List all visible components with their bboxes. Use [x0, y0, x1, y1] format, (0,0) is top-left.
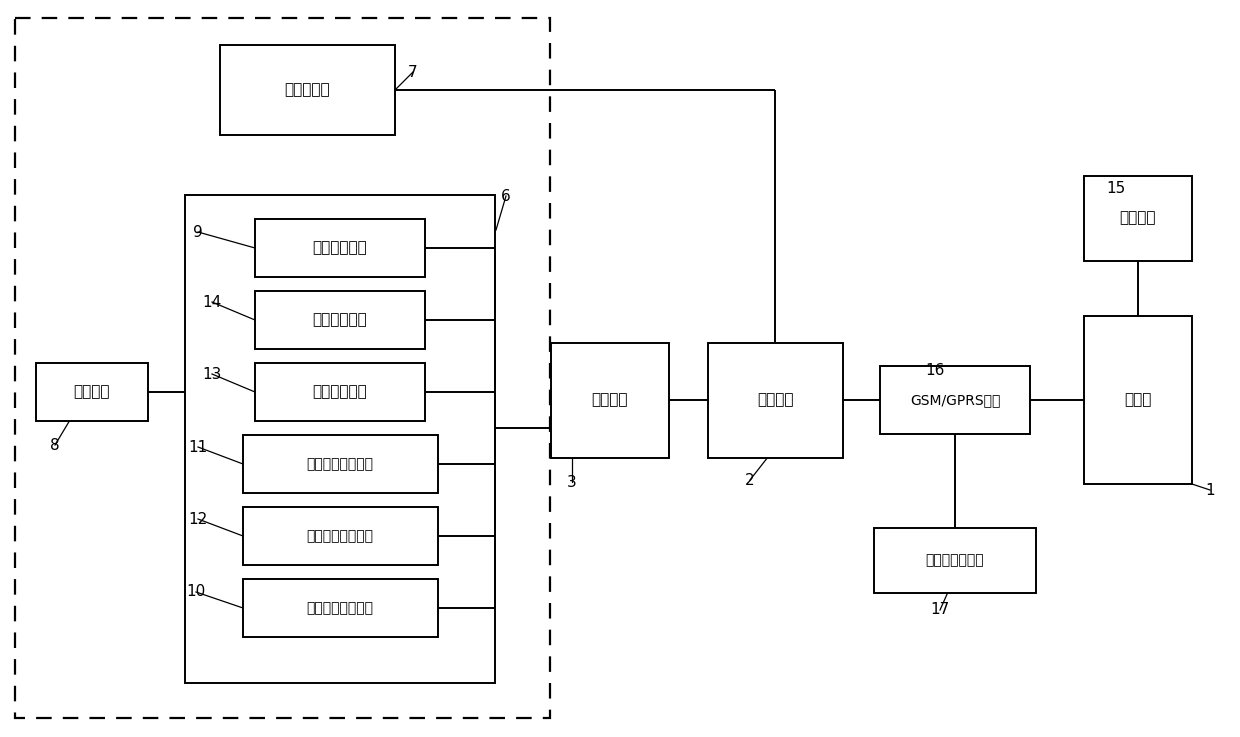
Text: 程控电源箱: 程控电源箱: [284, 83, 330, 97]
Text: 10: 10: [186, 584, 206, 599]
Bar: [185, 195, 495, 683]
Text: 15: 15: [1106, 181, 1126, 195]
Bar: [255, 363, 425, 421]
Text: 抽水装置: 抽水装置: [73, 385, 110, 399]
Text: 电流检测模块: 电流检测模块: [312, 240, 367, 256]
Text: 2: 2: [745, 472, 755, 487]
Bar: [36, 363, 148, 421]
Bar: [255, 291, 425, 349]
Text: 13: 13: [202, 366, 222, 382]
Bar: [1084, 316, 1192, 484]
Bar: [708, 343, 842, 458]
Bar: [255, 219, 425, 277]
Text: 报警模块: 报警模块: [1120, 211, 1156, 226]
Bar: [1084, 175, 1192, 260]
Bar: [880, 366, 1030, 434]
Text: 7: 7: [408, 65, 418, 80]
Bar: [551, 343, 670, 458]
Bar: [243, 507, 438, 565]
Text: 管理人员的手机: 管理人员的手机: [926, 553, 985, 567]
Text: 主控装置: 主控装置: [756, 393, 794, 408]
Text: GSM/GPRS模块: GSM/GPRS模块: [910, 393, 1001, 407]
Text: 1: 1: [1205, 483, 1215, 497]
Bar: [874, 528, 1035, 593]
Text: 第二湿度检测模块: 第二湿度检测模块: [306, 529, 373, 543]
Text: 电压检测模块: 电压检测模块: [312, 312, 367, 327]
Text: 第一湿度检测模块: 第一湿度检测模块: [306, 457, 373, 471]
Text: 16: 16: [925, 363, 945, 377]
Text: 14: 14: [202, 295, 222, 310]
Text: 11: 11: [188, 439, 207, 455]
Text: 计算机: 计算机: [1125, 393, 1152, 408]
Bar: [243, 579, 438, 637]
Text: 控制模块: 控制模块: [591, 393, 629, 408]
Bar: [15, 18, 551, 718]
Text: 8: 8: [50, 438, 60, 453]
Text: 17: 17: [930, 603, 950, 618]
Bar: [243, 435, 438, 493]
Text: 流量检测模块: 流量检测模块: [312, 385, 367, 399]
Text: 6: 6: [501, 189, 511, 203]
Text: 土体沉降检测模块: 土体沉降检测模块: [306, 601, 373, 615]
Bar: [219, 45, 394, 135]
Text: 12: 12: [188, 511, 207, 526]
Text: 3: 3: [567, 475, 577, 489]
Text: 9: 9: [193, 225, 203, 240]
